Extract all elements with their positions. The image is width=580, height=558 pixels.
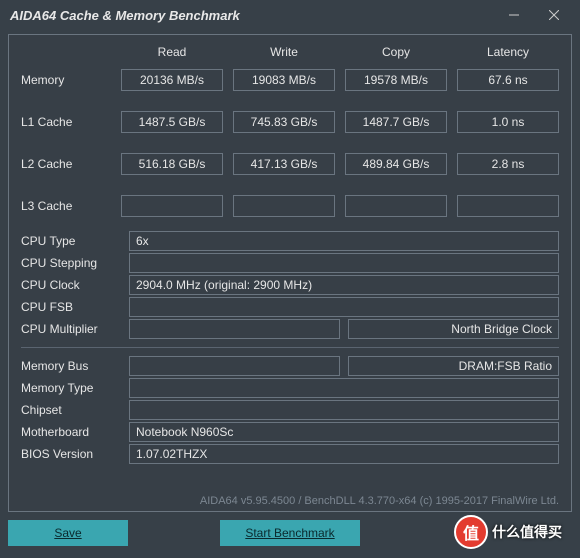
minimize-icon [509,10,519,20]
column-header: Read [121,45,223,63]
value-cell: 1487.7 GB/s [345,111,447,133]
window-title: AIDA64 Cache & Memory Benchmark [10,8,240,23]
row-label: L1 Cache [21,113,111,131]
info-label: Memory Type [21,381,121,395]
divider [21,347,559,348]
value-cell [345,195,447,217]
info-value: 2904.0 MHz (original: 2900 MHz) [129,275,559,295]
close-icon [549,10,559,20]
button-row: Save Start Benchmark [8,520,572,548]
value-cell: 745.83 GB/s [233,111,335,133]
info-value [129,253,559,273]
info-label: CPU Multiplier [21,322,121,336]
info-value [129,297,559,317]
version-footer: AIDA64 v5.95.4500 / BenchDLL 4.3.770-x64… [200,495,559,507]
row-label: Memory [21,71,111,89]
titlebar[interactable]: AIDA64 Cache & Memory Benchmark [0,0,580,30]
value-cell: 20136 MB/s [121,69,223,91]
info-value [129,319,340,339]
info-value-right: North Bridge Clock [348,319,559,339]
info-value [129,400,559,420]
info-label: Motherboard [21,425,121,439]
info-label: CPU Stepping [21,256,121,270]
benchmark-grid: Read Write Copy Latency Memory 20136 MB/s 1908… [21,45,559,217]
value-cell: 19083 MB/s [233,69,335,91]
value-cell: 489.84 GB/s [345,153,447,175]
info-label: Memory Bus [21,359,121,373]
value-cell [121,195,223,217]
info-label: CPU Clock [21,278,121,292]
value-cell: 2.8 ns [457,153,559,175]
info-value [129,356,340,376]
info-value-right: DRAM:FSB Ratio [348,356,559,376]
system-info: CPU Type 6x CPU Stepping CPU Clock 2904.0 MH… [21,231,559,464]
info-value: 6x [129,231,559,251]
benchmark-window: AIDA64 Cache & Memory Benchmark Read Writ… [0,0,580,558]
column-header: Copy [345,45,447,63]
column-header: Write [233,45,335,63]
info-label: Chipset [21,403,121,417]
info-value: Notebook N960Sc [129,422,559,442]
start-benchmark-button[interactable]: Start Benchmark [220,520,360,546]
value-cell: 1.0 ns [457,111,559,133]
value-cell: 417.13 GB/s [233,153,335,175]
value-cell: 516.18 GB/s [121,153,223,175]
info-value: 1.07.02THZX [129,444,559,464]
value-cell: 19578 MB/s [345,69,447,91]
row-label: L2 Cache [21,155,111,173]
info-label: BIOS Version [21,447,121,461]
close-button[interactable] [534,0,574,30]
content-panel: Read Write Copy Latency Memory 20136 MB/s 1908… [8,34,572,512]
value-cell [457,195,559,217]
info-value [129,378,559,398]
minimize-button[interactable] [494,0,534,30]
info-label: CPU Type [21,234,121,248]
row-label: L3 Cache [21,197,111,215]
value-cell [233,195,335,217]
info-label: CPU FSB [21,300,121,314]
save-button[interactable]: Save [8,520,128,546]
value-cell: 67.6 ns [457,69,559,91]
column-header: Latency [457,45,559,63]
value-cell: 1487.5 GB/s [121,111,223,133]
